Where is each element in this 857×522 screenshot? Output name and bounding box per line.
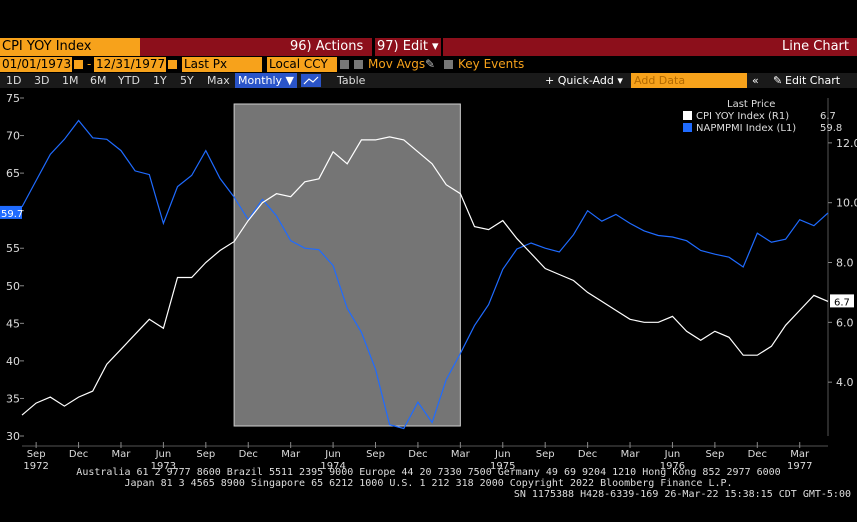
pmi-last-value-label: 59.7 [1,209,23,220]
y-right-tick-label: 10.0 [836,197,857,210]
frequency-select[interactable]: Monthly ▼ [235,73,297,88]
key-event-shade [233,103,461,427]
y-left-tick-label: 35 [6,392,20,405]
footer-contacts-line2: Japan 81 3 4565 8900 Singapore 65 6212 1… [124,478,733,489]
x-tick-label: Jun [664,449,681,460]
x-tick-label: Dec [748,449,767,460]
end-date-input[interactable]: 12/31/1977 [94,57,166,72]
edit-chart-button[interactable]: Edit Chart [785,74,841,87]
x-tick-label: Mar [621,449,641,460]
legend-label: CPI YOY Index (R1) [696,111,789,122]
y-left-tick-label: 40 [6,355,20,368]
footer-session-line: SN 1175388 H428-6339-169 26-Mar-22 15:38… [513,489,851,500]
y-left-tick-label: 55 [6,242,20,255]
cpi-last-value-label: 6.7 [834,297,850,308]
currency-select[interactable]: Local CCY [267,57,337,72]
period-1d[interactable]: 1D [6,74,22,87]
x-tick-label: Mar [451,449,471,460]
period-max[interactable]: Max [207,74,230,87]
mov-avgs-checkbox[interactable] [354,60,363,69]
x-year-label: 1977 [787,461,812,472]
x-tick-label: Dec [69,449,88,460]
start-date-input[interactable]: 01/01/1973 [0,57,72,72]
cpi-last-value-box [830,294,854,308]
table-button[interactable]: Table [337,74,366,87]
legend-swatch [683,111,692,120]
legend-header: Last Price [727,99,775,110]
ticker-field[interactable]: CPI YOY Index [0,38,140,56]
x-tick-label: Dec [578,449,597,460]
x-year-label: 1972 [23,461,48,472]
actions-menu[interactable]: 96) Actions ▾ [288,38,372,72]
napmpmi-line [21,119,829,430]
command-bar: CPI YOY Index 96) Actions ▾ 97) Edit ▾ L… [0,38,857,72]
date-range-bar: 01/01/1973 - 12/31/1977 Last Px Local CC… [0,57,857,72]
x-tick-label: Dec [239,449,258,460]
x-tick-label: Mar [790,449,810,460]
y-left-tick-label: 30 [6,430,20,443]
end-calendar-icon[interactable] [168,60,177,69]
mov-avgs-label[interactable]: Mov Avgs [368,57,426,71]
x-tick-label: Sep [536,449,555,460]
y-right-tick-label: 4.0 [836,376,854,389]
x-tick-label: Sep [196,449,215,460]
x-tick-label: Mar [281,449,301,460]
cpi-yoy-line [21,136,829,416]
y-left-tick-label: 65 [6,167,20,180]
security-description [140,38,288,56]
line-chart: 30354045505560657075 4.06.08.010.012.0 S… [0,88,857,518]
date-separator: - [87,57,92,71]
y-right-tick-label: 8.0 [836,257,854,270]
start-calendar-icon[interactable] [74,60,83,69]
x-tick-label: Jun [155,449,172,460]
period-ytd[interactable]: YTD [118,74,140,87]
y-right-tick-label: 6.0 [836,316,854,329]
chart-type-label: Line Chart [443,38,857,56]
y-right-tick-label: 12.0 [836,137,857,150]
period-bar: 1D 3D 1M 6M YTD 1Y 5Y Max Monthly ▼ Tabl… [0,73,857,88]
period-1y[interactable]: 1Y [153,74,167,87]
x-year-label: 1975 [490,461,515,472]
currency-dropdown-icon[interactable] [340,60,349,69]
x-tick-label: Sep [366,449,385,460]
y-left-tick-label: 75 [6,92,20,105]
y-left-tick-label: 45 [6,317,20,330]
legend-swatch [683,123,692,132]
x-tick-label: Jun [494,449,511,460]
chart-mode-icon[interactable] [301,74,321,87]
key-events-checkbox[interactable] [444,60,453,69]
x-tick-label: Sep [27,449,46,460]
y-left-tick-label: 50 [6,280,20,293]
x-tick-label: Sep [705,449,724,460]
add-data-input[interactable]: Add Data [631,73,747,88]
edit-chart-icon[interactable]: ✎ [773,74,783,87]
edit-menu[interactable]: 97) Edit ▾ [375,38,441,56]
footer-contacts-line1: Australia 61 2 9777 8600 Brazil 5511 239… [76,467,781,478]
quick-add-button[interactable]: + Quick-Add ▾ [545,74,623,87]
legend-value: 59.8 [820,123,842,134]
legend-value: 6.7 [820,111,836,122]
legend-label: NAPMPMI Index (L1) [696,123,796,134]
x-year-label: 1974 [320,461,345,472]
key-events-label[interactable]: Key Events [458,57,525,71]
price-field-select[interactable]: Last Px [182,57,262,72]
x-tick-label: Mar [112,449,132,460]
y-left-tick-label: 70 [6,130,20,143]
period-5y[interactable]: 5Y [180,74,194,87]
x-tick-label: Jun [324,449,341,460]
period-6m[interactable]: 6M [90,74,107,87]
pmi-last-value-box [0,205,22,219]
x-year-label: 1973 [151,461,176,472]
collapse-icon[interactable]: « [752,74,759,87]
period-1m[interactable]: 1M [62,74,79,87]
period-3d[interactable]: 3D [34,74,50,87]
x-tick-label: Dec [408,449,427,460]
pencil-icon[interactable]: ✎ [425,57,436,71]
x-year-label: 1976 [660,461,685,472]
